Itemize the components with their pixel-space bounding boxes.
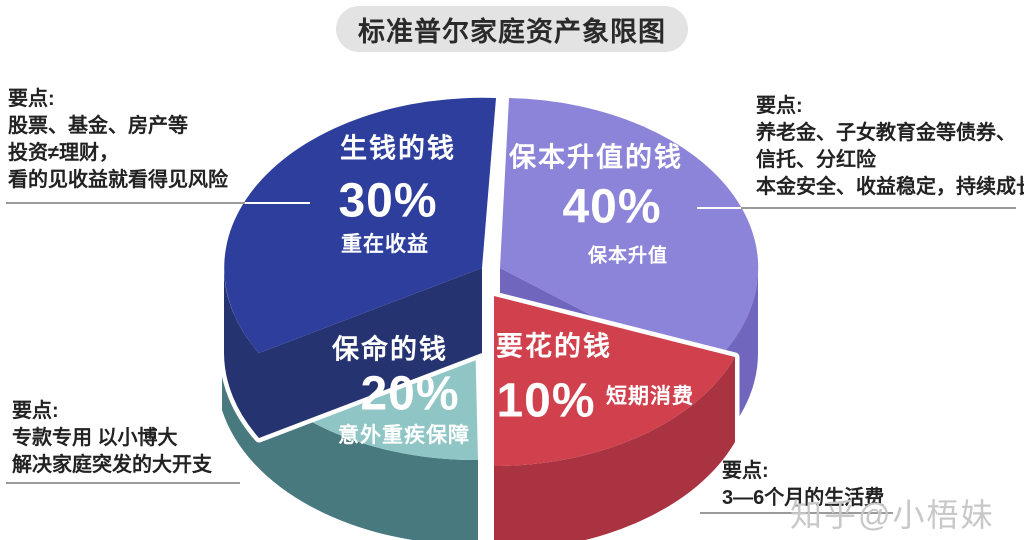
chart-title: 标准普尔家庭资产象限图 (358, 16, 666, 47)
note-line: 股票、基金、房产等 (8, 115, 188, 137)
note-line: 专款专用 以小博大 (12, 427, 178, 449)
blue-slice-percent: 30% (338, 174, 438, 228)
blue-slice-name: 生钱的钱 (340, 133, 456, 164)
blue-slice-sublabel: 重在收益 (341, 233, 429, 256)
note-top-right: 要点: 养老金、子女教育金等债券、 信托、分红险 本金安全、收益稳定，持续成长 (756, 93, 1024, 201)
purple-slice-name: 保本升值的钱 (509, 142, 683, 173)
purple-slice-face (500, 98, 759, 373)
teal-slice-name: 保命的钱 (332, 334, 448, 365)
note-line: 3—6个月的生活费 (722, 487, 885, 509)
red-slice-sublabel: 短期消费 (606, 385, 694, 408)
leader-line-top-left-tip (245, 202, 310, 204)
note-line: 投资≠理财， (8, 142, 119, 164)
pie-slice-earning-money (219, 93, 501, 443)
note-heading: 要点: (8, 88, 55, 110)
red-slice-wall (494, 357, 735, 540)
note-heading: 要点: (722, 460, 769, 482)
note-line: 信托、分红险 (756, 149, 876, 171)
red-slice-percent: 10% (496, 374, 596, 428)
leader-line-bottom-right (700, 512, 893, 514)
note-top-left: 要点: 股票、基金、房产等 投资≠理财， 看的见收益就看得见风险 (8, 86, 228, 194)
blue-slice-face (224, 97, 496, 353)
leader-line-top-right (741, 207, 1016, 209)
note-heading: 要点: (756, 95, 803, 117)
leader-line-top-right-tip (697, 207, 741, 209)
watermark: 知乎@小梧妹 (790, 497, 995, 533)
note-line: 养老金、子女教育金等债券、 (756, 122, 1016, 144)
leader-line-top-left (6, 202, 245, 204)
teal-slice-percent: 20% (360, 367, 460, 421)
purple-slice-sublabel: 保本升值 (587, 245, 669, 267)
chart-title-pill: 标准普尔家庭资产象限图 (336, 6, 688, 52)
note-line: 本金安全、收益稳定，持续成长 (756, 176, 1024, 198)
purple-slice-percent: 40% (562, 180, 662, 234)
red-slice-name: 要花的钱 (496, 331, 612, 362)
leader-line-bottom-left (6, 482, 240, 484)
note-bottom-right: 要点: 3—6个月的生活费 (722, 458, 884, 512)
blue-slice-inner-wall (259, 268, 482, 438)
note-bottom-left: 要点: 专款专用 以小博大 解决家庭突发的大开支 (12, 398, 212, 479)
teal-slice-wall (222, 325, 478, 540)
teal-slice-sublabel: 意外重疾保障 (338, 424, 470, 447)
blue-slice-wall (224, 268, 259, 438)
note-line: 看的见收益就看得见风险 (8, 169, 228, 191)
note-heading: 要点: (12, 400, 59, 422)
pie-slice-spending-money (489, 291, 740, 540)
red-slice-face (494, 296, 735, 467)
note-line: 解决家庭突发的大开支 (12, 454, 212, 476)
